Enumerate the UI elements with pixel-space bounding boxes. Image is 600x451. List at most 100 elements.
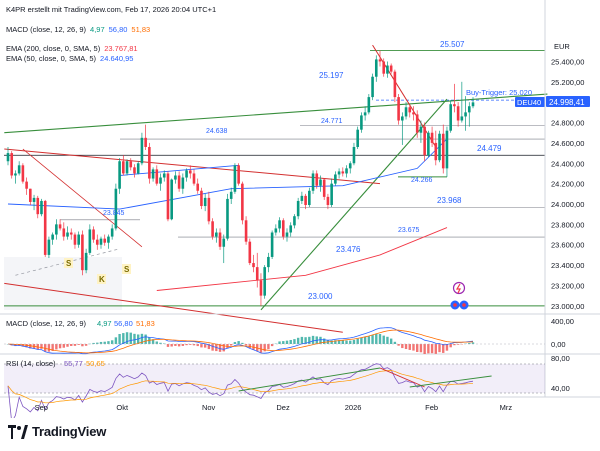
macd-histogram-bar [148,337,151,344]
candle-body [308,190,311,206]
candle-body [62,228,66,237]
macd-histogram-bar [125,332,129,344]
macd-histogram-bar [159,342,162,344]
macd-line [7,327,474,355]
flash-event-icon[interactable] [452,281,466,295]
candle-body [326,196,330,206]
macd-histogram-bar [248,344,251,349]
candle-body [237,165,240,184]
macd-histogram-bar [47,344,51,352]
last-price-tag [546,96,590,107]
legend-macd-v1: 4,97 [90,25,105,34]
rsi-band [4,364,545,393]
candle-body [181,177,185,189]
rsi-pane-v2: 50,65 [86,359,105,368]
macd-histogram-bar [177,344,181,347]
macd-histogram-bar [122,333,125,344]
legend-macd-v3: 51,83 [131,25,151,34]
macd-histogram-bar [29,344,32,349]
macd-pane-v1: 4,97 [97,319,112,328]
macd-histogram-bar [371,335,374,344]
candle-body [77,234,80,245]
macd-histogram-bar [349,340,352,344]
candle-body [464,112,467,117]
candle-body [419,126,423,133]
price-tick-label: 25.400,00 [551,57,584,66]
candle-body [140,137,144,164]
macd-histogram-bar [155,341,158,344]
macd-histogram-bar [230,344,233,346]
downtrend-line-upper [4,148,381,185]
candle-body [92,229,95,240]
candle-body [95,239,99,245]
level-label-24479: 24.479 [477,144,502,153]
candle-body [32,197,36,202]
candle-body [449,104,452,131]
candle-body [374,59,378,77]
macd-histogram-bar [70,344,73,346]
candle-body [445,130,449,169]
rsi-trendline [238,367,381,392]
candle-body [423,126,426,156]
macd-histogram-bar [285,340,289,344]
candle-body [363,112,367,116]
level-label-25197: 25.197 [319,71,344,80]
tradingview-logo[interactable]: TradingView [8,424,106,439]
candle-body [58,224,62,229]
candle-body [389,65,393,72]
candle-body [471,102,475,107]
candle-body [14,173,17,176]
candle-body [118,161,121,189]
candle-body [159,177,162,184]
candle-body [25,181,28,189]
macd-histogram-bar [55,344,58,350]
candle-body [293,216,296,226]
candle-body [99,238,103,245]
macd-histogram-bar [401,344,404,349]
macd-histogram-bar [133,333,136,344]
macd-histogram-bar [140,333,144,344]
candle-body [36,197,40,215]
candle-body [263,267,266,296]
price-tick-label: 24.200,00 [551,180,584,189]
macd-histogram-bar [110,340,114,344]
candle-body [47,239,51,255]
candle-body [81,234,84,271]
candle-body [21,165,25,182]
macd-histogram-bar [430,344,434,354]
candle-body [122,161,125,174]
candle-body [174,175,177,180]
price-chart[interactable]: 25.400,0025.200,0025.000,0024.800,0024.6… [0,0,600,418]
price-tick-label: 24.800,00 [551,119,584,128]
candle-body [427,132,430,156]
buy-trigger-label: Buy-Trigger: 25.020 [466,88,532,97]
macd-histogram-bar [345,340,348,344]
tradingview-wordmark: TradingView [32,424,107,439]
macd-histogram-bar [438,344,441,353]
price-tick-label: 24.000,00 [551,200,584,209]
macd-histogram-bar [189,344,192,345]
pattern-s1-label: S [66,259,72,268]
macd-histogram-bar [393,341,397,344]
candles [6,50,475,306]
price-tick-label: 23.000,00 [551,302,584,311]
candle-body [278,220,281,229]
macd-histogram-bar [412,344,415,351]
legend-ema50: EMA (50, close, 0, SMA, 5) 24.640,95 [6,54,137,63]
macd-histogram-bar [58,344,62,349]
candle-body [222,238,226,247]
macd-histogram-bar [107,341,110,344]
ema50-line [7,138,448,210]
candle-body [285,232,289,237]
candle-body [133,167,136,174]
levels [4,50,545,307]
candle-body [151,169,155,179]
macd-histogram-bar [263,344,266,352]
time-tick-label: Sep [35,403,48,412]
candle-body [453,104,456,107]
macd-histogram-bar [360,337,363,344]
macd-histogram-bar [337,340,341,344]
candle-body [69,232,73,235]
candle-body [144,137,147,147]
level-label-23845: 23.845 [103,210,125,217]
